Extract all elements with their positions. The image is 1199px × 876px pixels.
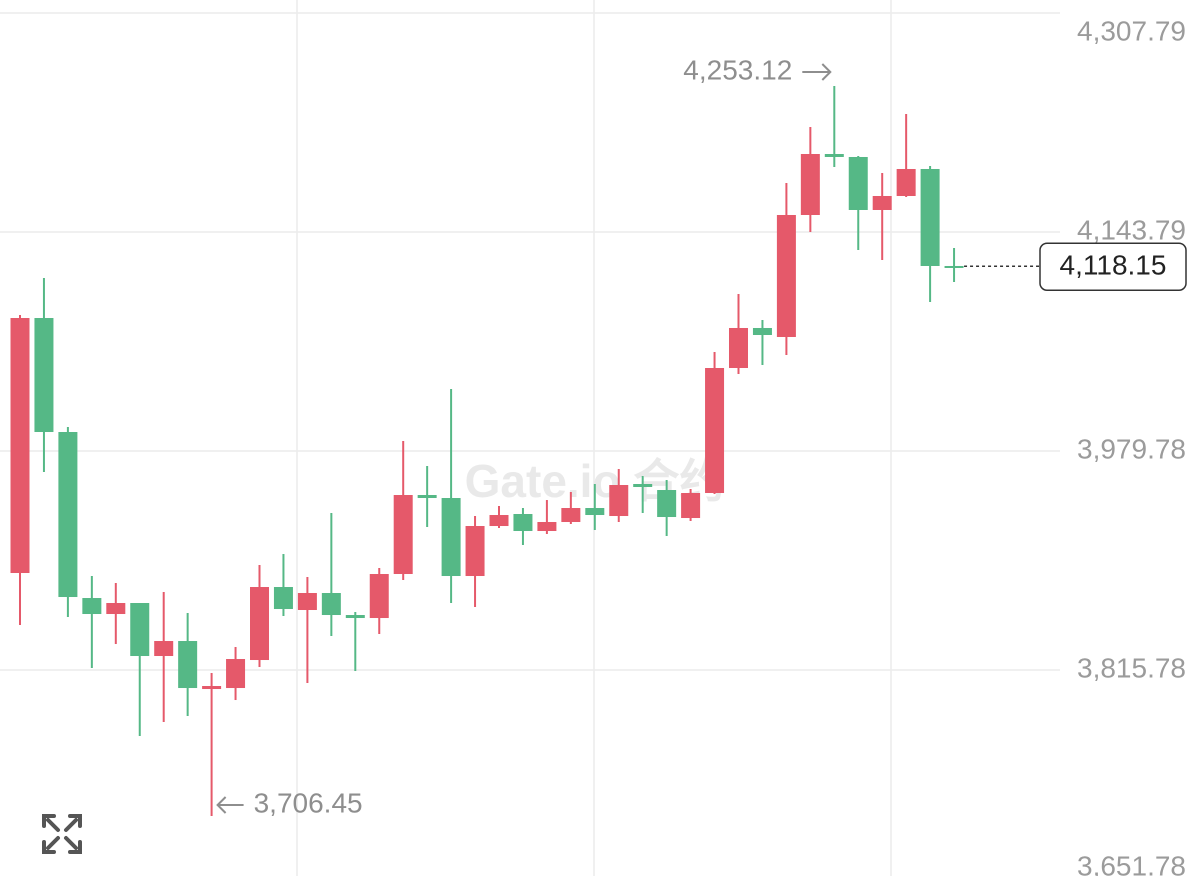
candle <box>681 489 701 522</box>
candle-body <box>776 214 796 337</box>
candle <box>393 441 413 581</box>
candle-body <box>657 490 677 518</box>
candle-body <box>369 574 389 619</box>
candle <box>417 466 437 528</box>
candle-body <box>561 508 581 523</box>
candle <box>561 492 581 525</box>
expand-icon[interactable] <box>42 814 82 854</box>
candle-body <box>681 493 701 519</box>
candle-body <box>273 587 293 610</box>
candle-body <box>800 153 820 215</box>
low-arrow <box>216 796 244 814</box>
candle-body <box>752 327 772 336</box>
candle-body <box>824 153 844 157</box>
candle <box>82 576 102 669</box>
candle <box>106 583 126 645</box>
candle <box>752 319 772 365</box>
candle-body <box>848 156 868 210</box>
candle-body <box>944 265 964 268</box>
candle <box>609 469 629 523</box>
candle <box>321 513 341 637</box>
candle-body <box>250 587 269 661</box>
candle <box>226 647 246 701</box>
candle <box>34 277 54 473</box>
high-label: 4,253.12 <box>683 54 792 85</box>
candle-body <box>10 318 30 574</box>
candle-body <box>178 641 198 689</box>
low-label: 3,706.45 <box>254 787 363 818</box>
candle <box>537 500 557 535</box>
candle <box>465 516 485 608</box>
candle <box>297 577 317 684</box>
candle <box>920 165 940 302</box>
last-price-box <box>1039 242 1187 291</box>
candle-body <box>130 603 150 657</box>
candle <box>800 126 820 232</box>
candle-body <box>58 432 78 598</box>
candle-body <box>537 522 557 532</box>
candle <box>513 508 533 546</box>
candle <box>154 592 174 723</box>
candle <box>848 155 868 250</box>
candle-body <box>513 514 533 532</box>
y-tick-label: 3,979.78 <box>1077 433 1186 464</box>
candle <box>58 427 78 618</box>
candle <box>729 293 748 374</box>
candle <box>872 172 892 260</box>
candle <box>369 568 389 635</box>
candle-body <box>417 495 437 499</box>
candle-body <box>705 368 725 494</box>
candle-body <box>872 195 892 210</box>
candle <box>345 612 365 672</box>
candle-body <box>202 686 222 690</box>
candle <box>178 613 198 717</box>
candle <box>441 389 461 604</box>
candle-body <box>321 593 341 616</box>
high-arrow <box>802 63 832 81</box>
candle <box>489 506 509 529</box>
expand-arrows <box>46 818 78 850</box>
candle <box>776 182 796 355</box>
candle-body <box>585 508 605 516</box>
candle <box>130 603 150 737</box>
expand-corners <box>42 814 82 854</box>
candle-body <box>154 641 174 657</box>
candle <box>944 247 964 283</box>
candle-body <box>920 168 940 266</box>
candle-body <box>489 515 509 527</box>
candle <box>633 476 653 514</box>
candle-body <box>82 598 102 615</box>
candle-body <box>896 168 916 196</box>
candle-body <box>393 495 413 575</box>
candle <box>824 86 844 167</box>
y-tick-label: 3,815.78 <box>1077 652 1186 683</box>
candle-body <box>345 615 365 619</box>
y-tick-label: 3,651.78 <box>1077 850 1186 876</box>
y-tick-label: 4,307.79 <box>1077 15 1186 46</box>
candle-body <box>633 484 653 488</box>
y-tick-label: 4,143.79 <box>1077 214 1186 245</box>
candle <box>273 554 293 617</box>
candle-body <box>106 603 126 615</box>
candle <box>657 480 677 537</box>
candle-body <box>441 498 461 577</box>
candle-body <box>729 327 748 369</box>
candle-body <box>465 526 485 577</box>
candle <box>250 565 269 668</box>
candle <box>10 315 30 626</box>
candle <box>202 673 222 816</box>
last-price-label: 4,118.15 <box>1060 250 1167 281</box>
candle-body <box>297 593 317 611</box>
candle-body <box>609 485 629 517</box>
candle-body <box>34 318 54 433</box>
candle <box>896 113 916 197</box>
candle <box>705 352 725 495</box>
candle-body <box>226 659 246 689</box>
time-grid <box>296 0 892 876</box>
candle <box>585 484 605 531</box>
